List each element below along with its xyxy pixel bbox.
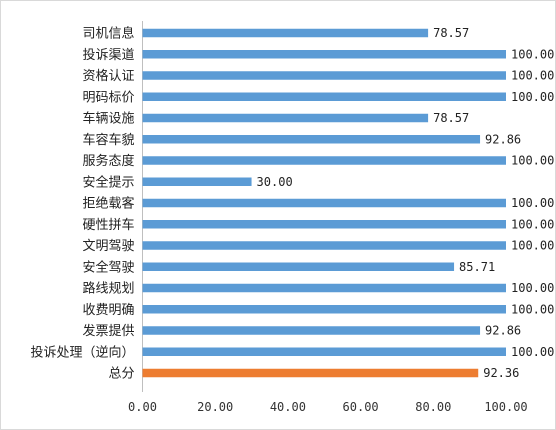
bar bbox=[142, 113, 429, 123]
value-label: 92.86 bbox=[485, 132, 521, 146]
value-label: 78.57 bbox=[433, 26, 469, 40]
bar bbox=[142, 92, 506, 101]
value-label: 100.00 bbox=[511, 281, 554, 295]
category-label: 安全提示 bbox=[82, 174, 134, 190]
bar bbox=[142, 241, 506, 250]
value-label: 100.00 bbox=[511, 196, 554, 210]
value-label: 100.00 bbox=[511, 90, 554, 104]
bar bbox=[142, 71, 506, 80]
bar bbox=[142, 326, 481, 335]
value-label: 92.86 bbox=[485, 324, 521, 338]
bar bbox=[142, 156, 506, 165]
bar bbox=[142, 198, 506, 208]
bar bbox=[142, 305, 506, 314]
category-label: 司机信息 bbox=[82, 26, 134, 42]
category-label: 投诉处理（逆向） bbox=[30, 344, 134, 360]
axis-layer: 0.00 20.00 40.00 60.00 80.00 100.00 bbox=[128, 21, 528, 414]
category-label: 硬性拼车 bbox=[82, 217, 134, 233]
value-label: 100.00 bbox=[511, 239, 554, 253]
value-label: 100.00 bbox=[511, 69, 554, 83]
value-label: 85.71 bbox=[459, 260, 495, 274]
bars-layer bbox=[142, 28, 506, 378]
category-label: 资格认证 bbox=[82, 68, 134, 84]
bar bbox=[142, 220, 506, 229]
category-label: 投诉渠道 bbox=[82, 47, 134, 63]
value-label: 100.00 bbox=[511, 345, 554, 359]
category-label: 总分 bbox=[108, 367, 134, 382]
value-label: 30.00 bbox=[257, 175, 293, 189]
bar bbox=[142, 283, 506, 293]
x-tick-label: 40.00 bbox=[270, 400, 306, 414]
x-tick-label: 100.00 bbox=[484, 400, 527, 414]
category-label: 车辆设施 bbox=[82, 111, 134, 127]
bar bbox=[142, 50, 506, 59]
category-label: 安全驾驶 bbox=[82, 259, 134, 275]
category-label: 收费明确 bbox=[82, 303, 134, 318]
category-label: 发票提供 bbox=[82, 323, 134, 339]
value-label: 100.00 bbox=[511, 154, 554, 168]
value-label: 92.36 bbox=[483, 366, 519, 380]
x-tick-label: 60.00 bbox=[343, 400, 379, 414]
bar bbox=[142, 28, 429, 38]
category-label: 拒绝载客 bbox=[82, 196, 134, 212]
category-label: 路线规划 bbox=[82, 281, 134, 297]
x-tick-label: 0.00 bbox=[128, 400, 157, 414]
labels-layer: 司机信息 78.57 投诉渠道 100.00 资格认证 100.00 明码标价 100.00 车… bbox=[30, 26, 554, 382]
value-label: 100.00 bbox=[511, 47, 554, 61]
bar bbox=[142, 262, 455, 271]
x-tick-label: 80.00 bbox=[415, 400, 451, 414]
x-tick-label: 20.00 bbox=[197, 400, 233, 414]
category-label: 服务态度 bbox=[82, 153, 134, 169]
bar bbox=[142, 135, 481, 144]
value-label: 100.00 bbox=[511, 302, 554, 316]
category-label: 文明驾驶 bbox=[82, 239, 134, 254]
category-label: 明码标价 bbox=[82, 90, 134, 105]
category-label: 车容车貌 bbox=[82, 132, 134, 148]
bar bbox=[142, 177, 252, 186]
bar bbox=[142, 347, 506, 356]
value-label: 78.57 bbox=[433, 111, 469, 125]
bar bbox=[142, 368, 479, 378]
value-label: 100.00 bbox=[511, 217, 554, 231]
